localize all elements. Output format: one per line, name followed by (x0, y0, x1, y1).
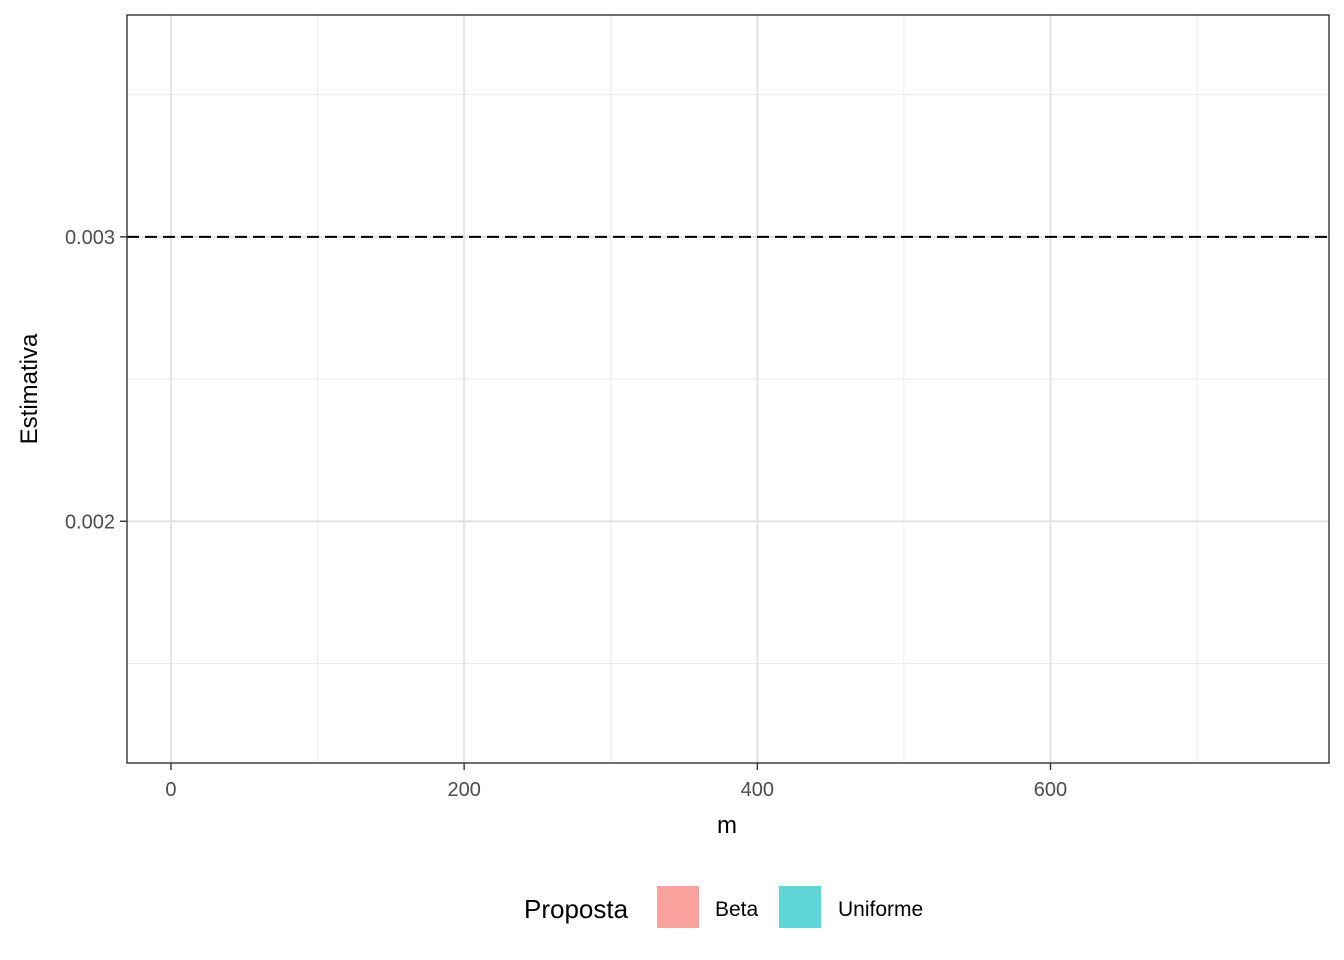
legend-label-uniforme: Uniforme (838, 898, 923, 921)
legend-key-beta (657, 886, 699, 928)
x-axis-ticks: 0 200 400 600 (165, 763, 1067, 801)
minor-gridlines (127, 15, 1329, 763)
plot-panel-border (126, 14, 1330, 764)
x-tick-label: 0 (165, 779, 176, 801)
y-tick-label: 0.002 (65, 511, 115, 533)
x-tick-label: 200 (447, 779, 480, 801)
major-gridlines (127, 15, 1329, 763)
y-axis-title: Estimativa (16, 333, 43, 444)
legend-title: Proposta (524, 894, 629, 924)
x-axis-title: m (717, 812, 737, 839)
y-axis-ticks: 0.002 0.003 (65, 227, 127, 533)
x-tick-label: 600 (1034, 779, 1067, 801)
legend-label-beta: Beta (715, 898, 759, 921)
legend-key-uniforme (779, 886, 821, 928)
y-tick-label: 0.003 (65, 227, 115, 249)
legend: Proposta Beta Uniforme (524, 886, 923, 928)
x-tick-label: 400 (741, 779, 774, 801)
